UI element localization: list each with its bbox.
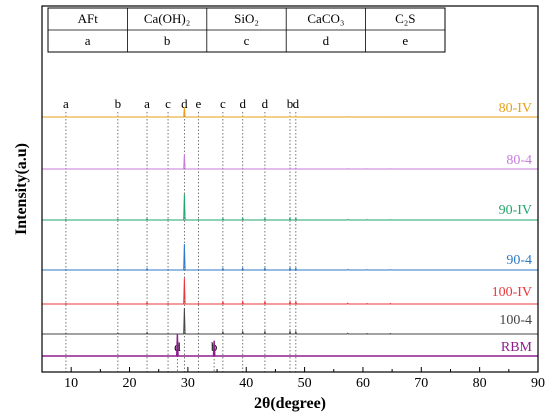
legend-phase-symbol: c <box>244 33 250 48</box>
legend-phase-name: AFt <box>78 11 99 26</box>
series-line-90-4 <box>42 243 538 271</box>
x-tick-label: 20 <box>123 376 137 391</box>
plot-area: a b a c d e c d d b dd b80-IV80-490-IV90-4100-IV100… <box>42 96 538 372</box>
x-tick-label: 30 <box>181 376 195 391</box>
x-tick-label: 90 <box>531 376 545 391</box>
legend-phase-symbol: a <box>85 33 91 48</box>
series-label: 80-4 <box>506 153 532 168</box>
series-line-100-iv <box>42 277 538 305</box>
x-tick-label: 10 <box>64 376 78 391</box>
legend-phase-name: SiO₂ <box>234 11 259 26</box>
peak-marker-label: d <box>181 96 188 111</box>
legend-phase-name: CaCO₃ <box>307 11 344 26</box>
phase-legend-table: AFt a Ca(OH)₂ b SiO₂ c CaCO₃ d C₂S e <box>47 7 446 53</box>
peak-marker-label: a <box>63 96 69 111</box>
peak-marker-label: c <box>220 96 226 111</box>
series-label: 90-4 <box>506 253 532 268</box>
peak-marker-label: d <box>239 96 246 111</box>
legend-phase-symbol: d <box>323 33 330 48</box>
peak-marker-label: d <box>262 96 269 111</box>
x-tick-label: 70 <box>414 376 428 391</box>
x-tick-label: 80 <box>473 376 487 391</box>
series-line-80-iv <box>42 106 538 118</box>
legend-phase-symbol: b <box>164 33 171 48</box>
peak-marker-label: c <box>165 96 171 111</box>
x-axis-title: 2θ(degree) <box>254 395 326 412</box>
legend-phase-name: C₂S <box>395 11 415 26</box>
peak-marker-label: d <box>293 96 300 111</box>
peak-marker-label: b <box>115 96 122 111</box>
series-line-80-4 <box>42 153 538 170</box>
series-label: 90-IV <box>499 203 532 218</box>
legend-phase-symbol: e <box>402 33 408 48</box>
peak-marker-label: e <box>195 96 201 111</box>
series-label: 80-IV <box>499 101 532 116</box>
y-axis-title: Intensity(a.u) <box>13 143 30 235</box>
series-line-100-4 <box>42 307 538 335</box>
peak-marker-label: a <box>144 96 150 111</box>
plot-frame <box>41 5 539 373</box>
series-label: 100-4 <box>499 313 532 328</box>
series-line-rbm <box>42 333 538 357</box>
series-label: 100-IV <box>492 285 532 300</box>
x-tick-label: 60 <box>356 376 370 391</box>
series-line-90-iv <box>42 193 538 221</box>
x-tick-label: 40 <box>239 376 253 391</box>
peak-marker-label: b <box>287 96 294 111</box>
series-label: RBM <box>501 340 533 355</box>
x-tick-label: 50 <box>298 376 312 391</box>
axes: 10 20 30 40 50 60 70 80 90 2θ(degree) Intensity(a.… <box>13 5 545 412</box>
legend-phase-name: Ca(OH)₂ <box>144 11 190 26</box>
